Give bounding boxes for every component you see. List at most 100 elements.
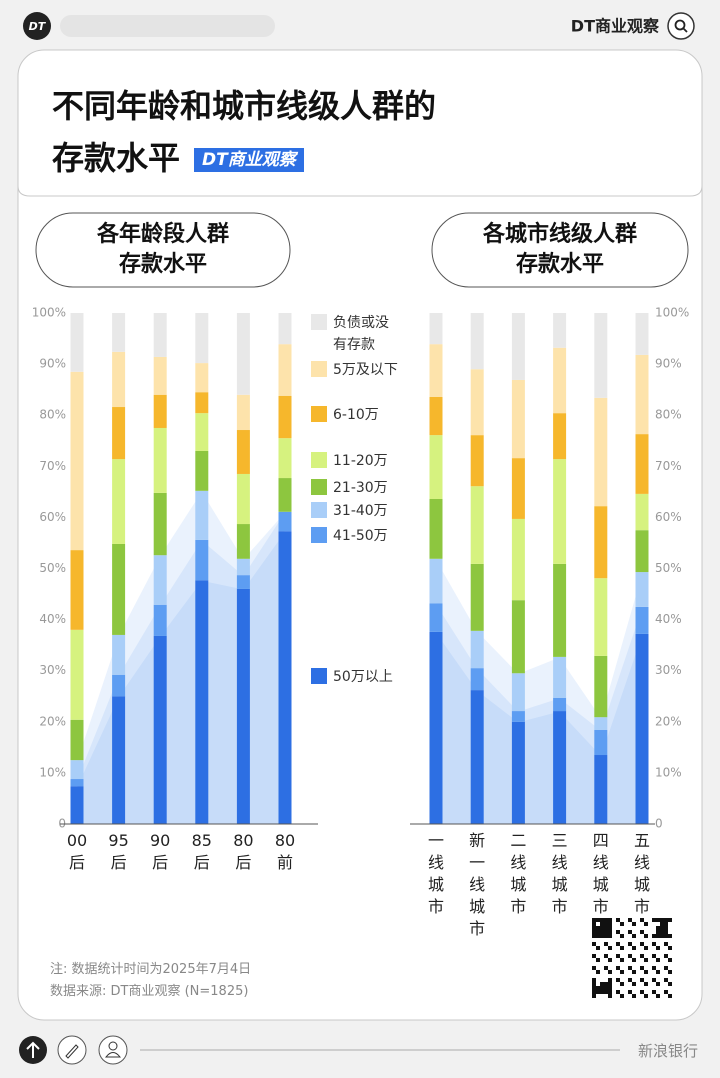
bar-segment (195, 392, 209, 414)
qr-cell (604, 922, 608, 926)
qr-cell (628, 978, 632, 982)
qr-cell (604, 966, 608, 970)
bar-segment (70, 760, 84, 780)
x-tick-label: 一线城市 (427, 831, 444, 916)
legend-label: 5万及以下 (333, 362, 398, 378)
qr-cell (600, 934, 604, 938)
qr-cell (628, 942, 632, 946)
y-tick-label: 10% (655, 765, 682, 779)
bar-segment (195, 539, 209, 581)
qr-cell (616, 990, 620, 994)
qr-cell (608, 922, 612, 926)
bar-segment (195, 363, 209, 393)
qr-code (592, 918, 672, 998)
bar-segment (635, 434, 649, 494)
qr-cell (632, 970, 636, 974)
qr-cell (656, 934, 660, 938)
qr-cell (616, 930, 620, 934)
x-tick-label: 四线城市 (592, 831, 609, 916)
qr-cell (604, 990, 608, 994)
bar-segment (278, 531, 292, 824)
qr-cell (640, 978, 644, 982)
qr-cell (640, 954, 644, 958)
search-field[interactable] (60, 15, 275, 37)
qr-cell (608, 978, 612, 982)
legend-label: 21-30万 (333, 480, 388, 496)
bar-segment (594, 655, 608, 718)
qr-cell (608, 934, 612, 938)
bar-segment (153, 555, 167, 605)
qr-cell (664, 990, 668, 994)
bar-segment (153, 635, 167, 824)
qr-cell (640, 918, 644, 922)
legend-label: 31-40万 (333, 503, 388, 519)
bar-segment (470, 369, 484, 436)
legend-swatch (311, 361, 327, 377)
qr-cell (620, 922, 624, 926)
note: 注: 数据统计时间为2025年7月4日 (50, 962, 252, 977)
bar-segment (153, 604, 167, 636)
search-button[interactable] (667, 12, 695, 40)
bar-segment (236, 313, 250, 395)
qr-cell (604, 930, 608, 934)
bar-segment (511, 600, 525, 674)
bar-segment (553, 413, 567, 460)
y-tick-label: 10% (39, 765, 66, 779)
x-tick-label: 新一线城市 (469, 831, 486, 938)
qr-cell (668, 994, 672, 998)
bar-segment (278, 511, 292, 532)
bar-segment (70, 550, 84, 630)
y-tick-label: 0 (655, 817, 663, 831)
app-logo[interactable] (23, 12, 51, 40)
bar-segment (429, 396, 443, 436)
qr-cell (592, 994, 596, 998)
qr-cell (596, 986, 600, 990)
qr-cell (608, 918, 612, 922)
qr-cell (628, 966, 632, 970)
qr-cell (668, 958, 672, 962)
bar-segment (470, 313, 484, 370)
bar-segment (153, 394, 167, 428)
bar-segment (429, 558, 443, 604)
chart-title: 各城市线级人群存款水平 (482, 222, 637, 277)
qr-cell (628, 954, 632, 958)
legend-label: 负债或没有存款 (333, 315, 389, 353)
bar-segment (553, 347, 567, 414)
bar-segment (594, 755, 608, 824)
qr-cell (620, 934, 624, 938)
qr-cell (592, 922, 596, 926)
qr-cell (592, 982, 596, 986)
legend-swatch (311, 406, 327, 422)
qr-cell (600, 930, 604, 934)
bar-segment (511, 721, 525, 824)
bar-segment (153, 427, 167, 493)
qr-cell (632, 922, 636, 926)
note: 数据来源: DT商业观察 (N=1825) (50, 984, 249, 999)
bar-segment (236, 473, 250, 525)
x-tick-label: 五线城市 (633, 831, 650, 916)
bar-segment (429, 344, 443, 397)
legend-swatch (311, 527, 327, 543)
qr-cell (644, 970, 648, 974)
qr-cell (596, 990, 600, 994)
qr-cell (668, 982, 672, 986)
y-tick-label: 20% (39, 714, 66, 728)
bar-segment (195, 313, 209, 364)
legend-swatch (311, 502, 327, 518)
bar-segment (112, 696, 126, 824)
qr-cell (664, 978, 668, 982)
qr-cell (608, 930, 612, 934)
legend-label: 6-10万 (333, 407, 379, 423)
bar-segment (470, 668, 484, 691)
x-tick-label: 80后 (233, 831, 254, 872)
qr-cell (600, 918, 604, 922)
qr-cell (608, 958, 612, 962)
bar-segment (594, 578, 608, 656)
bar-segment (635, 633, 649, 824)
qr-cell (608, 982, 612, 986)
search-icon (682, 27, 688, 33)
qr-cell (656, 982, 660, 986)
qr-cell (640, 990, 644, 994)
qr-cell (664, 918, 668, 922)
bar-segment (594, 506, 608, 579)
